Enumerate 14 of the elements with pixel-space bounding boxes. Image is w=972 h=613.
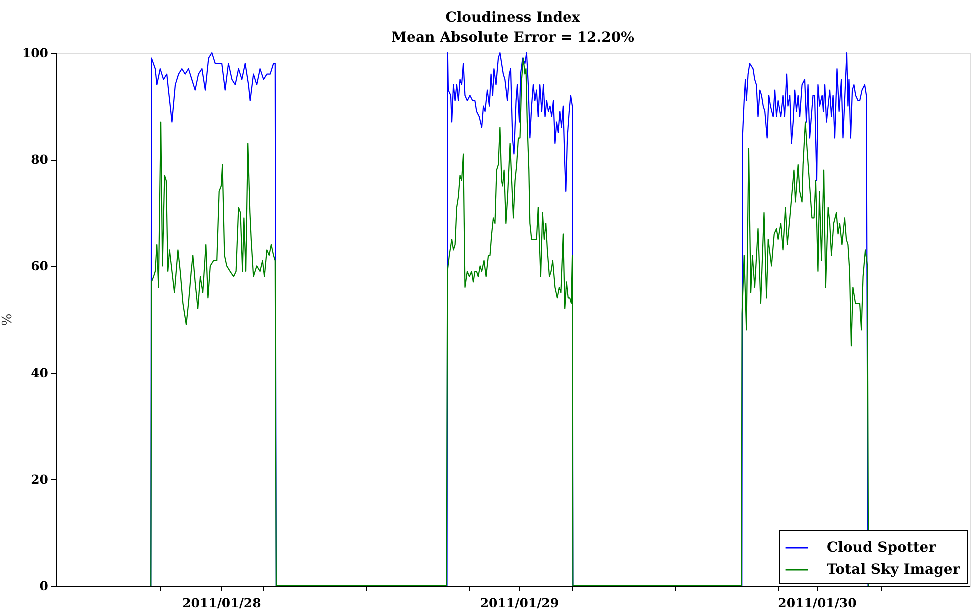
legend-label: Cloud Spotter (827, 540, 937, 556)
y-tick-label: 40 (31, 365, 49, 380)
y-tick-label: 80 (31, 152, 49, 168)
x-tick-label: 2011/01/30 (778, 596, 858, 610)
y-tick-label: 0 (40, 578, 49, 594)
y-tick-label: 60 (31, 258, 49, 274)
chart-subtitle: Mean Absolute Error = 12.20% (392, 30, 634, 46)
y-axis-title: % (0, 314, 16, 326)
x-tick-label: 2011/01/29 (480, 596, 560, 610)
y-tick-label: 20 (31, 472, 49, 487)
y-tick-label: 100 (22, 46, 49, 60)
chart-title: Cloudiness Index (446, 10, 581, 26)
x-tick-label: 2011/01/28 (182, 596, 262, 610)
legend-label: Total Sky Imager (827, 562, 961, 578)
